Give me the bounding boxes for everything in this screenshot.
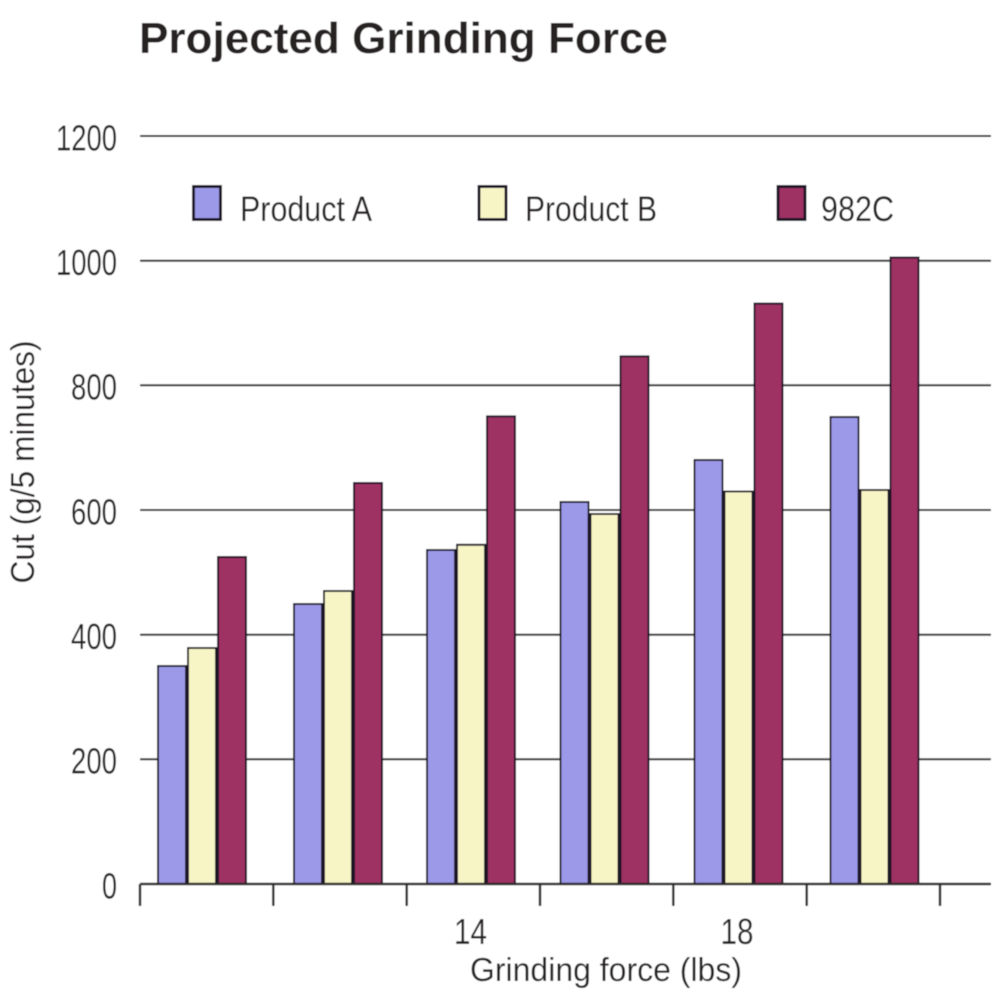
svg-text:14: 14: [454, 911, 487, 952]
svg-text:18: 18: [721, 911, 754, 952]
svg-text:982C: 982C: [821, 190, 894, 229]
svg-text:1000: 1000: [56, 242, 117, 283]
svg-text:600: 600: [71, 492, 117, 533]
svg-text:Cut (g/5 minutes): Cut (g/5 minutes): [4, 341, 41, 584]
svg-text:800: 800: [71, 367, 117, 408]
svg-text:1200: 1200: [56, 118, 117, 159]
svg-text:200: 200: [71, 741, 117, 782]
svg-text:Grinding force (lbs): Grinding force (lbs): [470, 951, 742, 988]
svg-text:Product B: Product B: [525, 190, 657, 229]
svg-text:Projected Grinding Force: Projected Grinding Force: [139, 14, 668, 63]
svg-text:400: 400: [71, 616, 117, 657]
svg-text:Product A: Product A: [240, 190, 373, 229]
svg-text:0: 0: [102, 866, 117, 907]
